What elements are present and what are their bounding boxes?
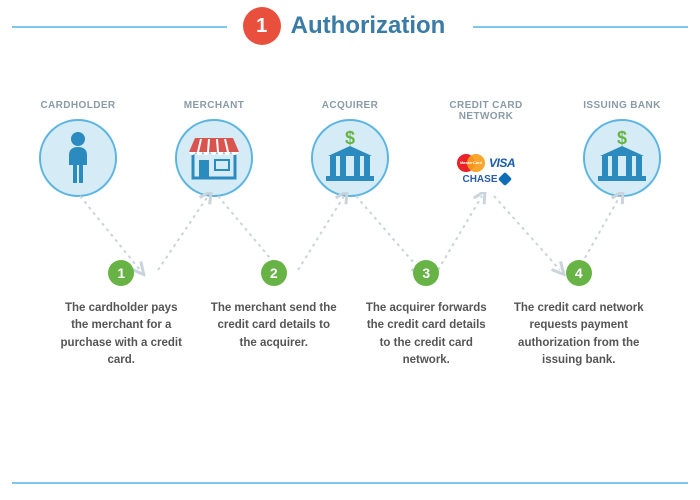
node-network: CREDIT CARD NETWORK MasterCard VISA CHAS… bbox=[426, 100, 546, 208]
node-cardholder: CARDHOLDER bbox=[18, 100, 138, 208]
title-wrap: 1 Authorization bbox=[227, 7, 474, 45]
storefront-icon bbox=[175, 119, 253, 197]
node-label: MERCHANT bbox=[184, 100, 244, 111]
nodes-row: CARDHOLDER MERCHANT ACQUIRER $ bbox=[0, 100, 700, 208]
step-badge: 2 bbox=[261, 260, 287, 286]
bottom-divider bbox=[12, 482, 688, 484]
person-icon bbox=[39, 119, 117, 197]
page-title: Authorization bbox=[291, 12, 458, 40]
step-text: The cardholder pays the merchant for a p… bbox=[56, 300, 186, 369]
logos-group: MasterCard VISA CHASE bbox=[447, 154, 525, 185]
chase-logo-icon: CHASE bbox=[462, 174, 509, 185]
header: 1 Authorization bbox=[0, 0, 700, 52]
node-label: CARDHOLDER bbox=[40, 100, 115, 111]
svg-text:$: $ bbox=[617, 130, 627, 148]
mastercard-logo-icon: MasterCard bbox=[457, 154, 485, 172]
steps-row: 1 The cardholder pays the merchant for a… bbox=[0, 260, 700, 369]
step-1: 1 The cardholder pays the merchant for a… bbox=[56, 260, 186, 369]
node-acquirer: ACQUIRER $ bbox=[290, 100, 410, 208]
svg-text:$: $ bbox=[345, 130, 355, 148]
node-merchant: MERCHANT bbox=[154, 100, 274, 208]
step-badge: 4 bbox=[566, 260, 592, 286]
node-label: ACQUIRER bbox=[322, 100, 379, 111]
step-badge: 3 bbox=[413, 260, 439, 286]
step-2: 2 The merchant send the credit card deta… bbox=[209, 260, 339, 369]
step-text: The merchant send the credit card detail… bbox=[209, 300, 339, 352]
step-text: The acquirer forwards the credit card de… bbox=[361, 300, 491, 369]
step-text: The credit card network requests payment… bbox=[514, 300, 644, 369]
step-3: 3 The acquirer forwards the credit card … bbox=[361, 260, 491, 369]
bank-dollar-icon: $ bbox=[583, 119, 661, 197]
step-badge: 1 bbox=[108, 260, 134, 286]
card-logos-icon: MasterCard VISA CHASE bbox=[447, 130, 525, 208]
node-issuing-bank: ISSUING BANK $ bbox=[562, 100, 682, 208]
bank-dollar-icon: $ bbox=[311, 119, 389, 197]
title-badge: 1 bbox=[243, 7, 281, 45]
step-4: 4 The credit card network requests payme… bbox=[514, 260, 644, 369]
node-label: CREDIT CARD NETWORK bbox=[426, 100, 546, 122]
visa-logo-icon: VISA bbox=[489, 156, 515, 170]
node-label: ISSUING BANK bbox=[583, 100, 661, 111]
